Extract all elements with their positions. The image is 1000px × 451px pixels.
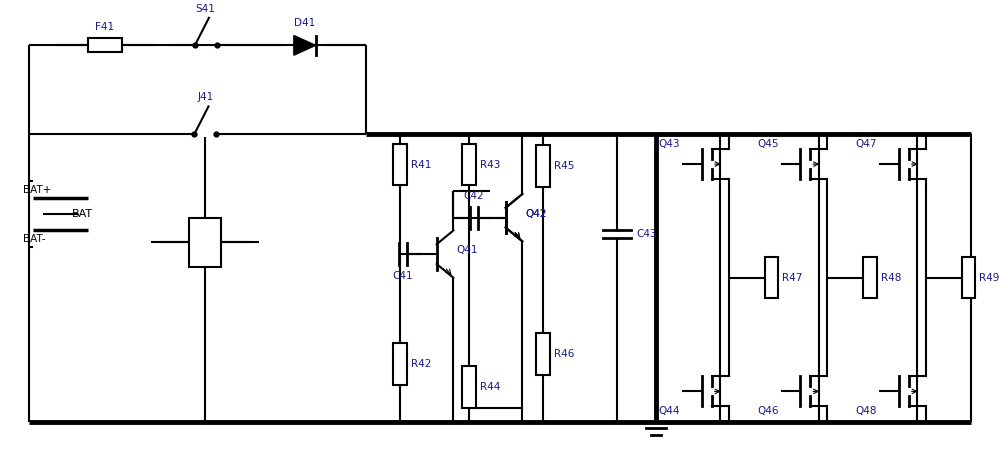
Text: R49: R49 [979, 273, 1000, 283]
Text: Q48: Q48 [856, 406, 877, 416]
Text: D41: D41 [294, 18, 315, 28]
Text: Q42: Q42 [525, 209, 547, 219]
Text: Q42: Q42 [525, 209, 547, 219]
Text: C41: C41 [393, 271, 413, 281]
Text: R46: R46 [554, 349, 574, 359]
Bar [88, 38, 122, 52]
Text: Q43: Q43 [659, 139, 680, 149]
Bar [863, 257, 877, 299]
Text: R41: R41 [411, 160, 431, 170]
Text: R47: R47 [782, 273, 803, 283]
Text: J41: J41 [197, 92, 213, 102]
Text: R45: R45 [554, 161, 574, 171]
Text: Q46: Q46 [757, 406, 779, 416]
Text: BAT: BAT [72, 209, 93, 219]
Text: BAT-: BAT- [23, 234, 46, 244]
Bar [462, 144, 476, 185]
Bar [393, 144, 407, 185]
Bar [189, 218, 221, 267]
Bar [536, 145, 550, 187]
Bar [536, 333, 550, 375]
Polygon shape [294, 36, 316, 55]
Bar [393, 343, 407, 385]
Text: R44: R44 [480, 382, 500, 392]
Bar [462, 366, 476, 408]
Text: R43: R43 [480, 160, 500, 170]
Bar [962, 257, 975, 299]
Text: C43: C43 [637, 230, 657, 239]
Text: Q41: Q41 [456, 245, 478, 255]
Text: S41: S41 [196, 4, 216, 14]
Text: R42: R42 [411, 359, 431, 369]
Text: BAT+: BAT+ [23, 184, 51, 194]
Text: F41: F41 [95, 22, 114, 32]
Text: C42: C42 [464, 191, 484, 201]
Text: Q44: Q44 [659, 406, 680, 416]
Bar [765, 257, 778, 299]
Text: Q47: Q47 [856, 139, 877, 149]
Text: R48: R48 [881, 273, 901, 283]
Text: Q45: Q45 [757, 139, 779, 149]
